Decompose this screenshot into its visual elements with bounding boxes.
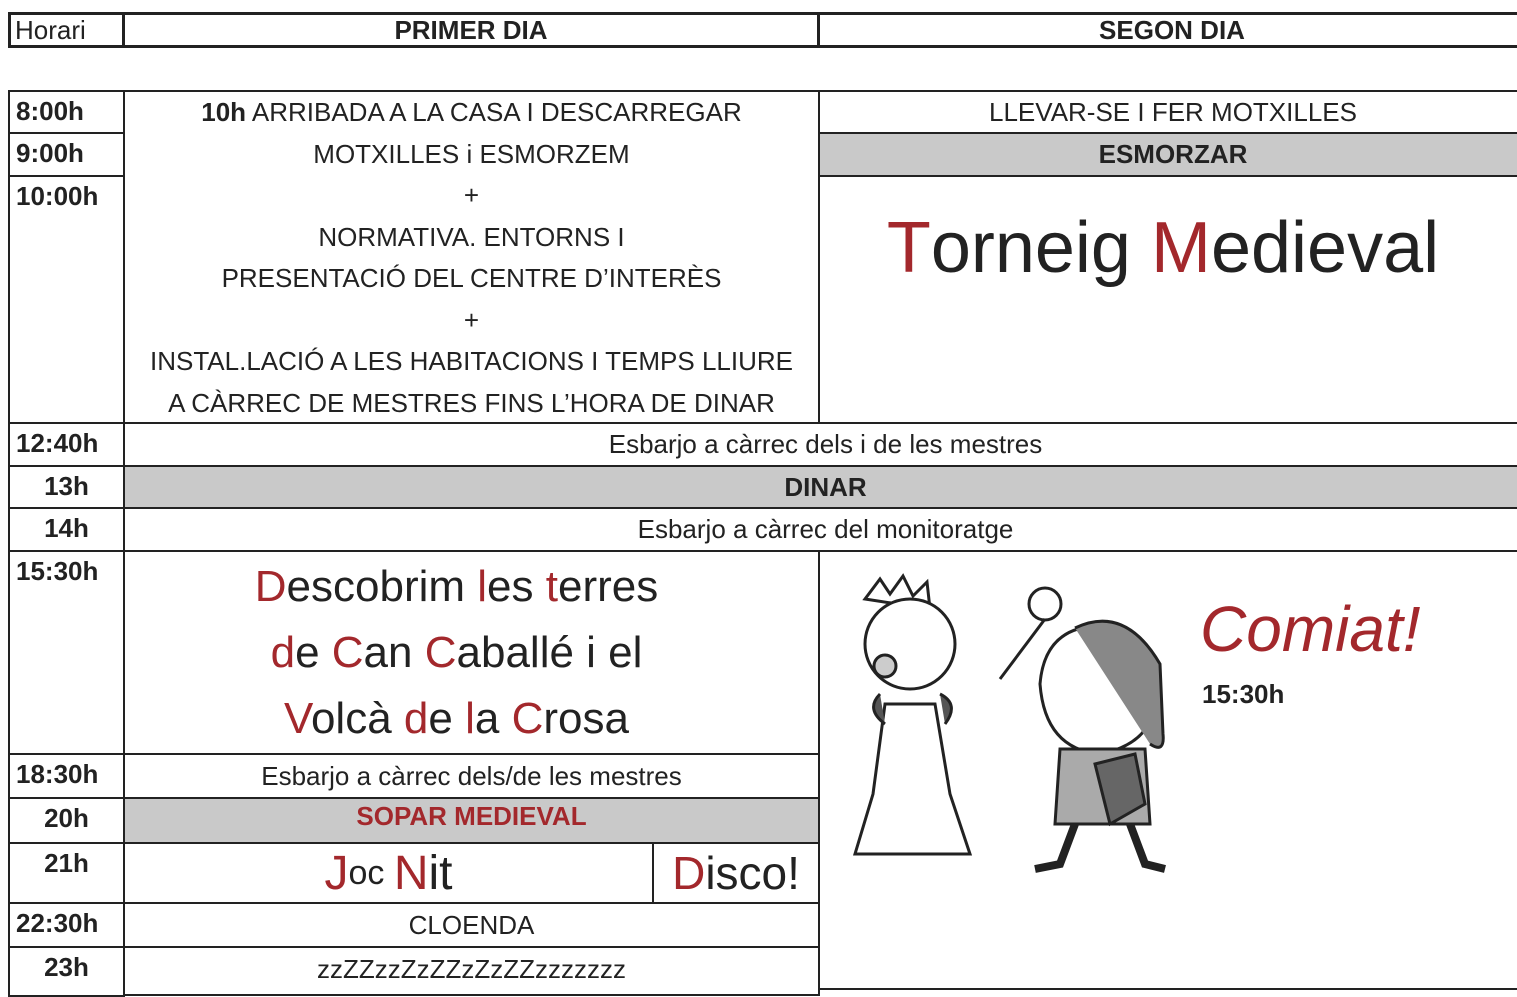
time-cell: 12:40h xyxy=(8,422,125,467)
break-cell: Esbarjo a càrrec dels/de les mestres xyxy=(123,753,820,799)
text: oc xyxy=(348,853,394,892)
text: es xyxy=(487,562,546,611)
closing-cell: CLOENDA xyxy=(123,902,820,948)
arrival-line: A CÀRREC DE MESTRES FINS L’HORA DE DINAR xyxy=(168,387,775,418)
text: a xyxy=(474,694,512,743)
breakfast-cell: ESMORZAR xyxy=(818,132,1517,177)
text: e xyxy=(295,628,332,677)
title-text: orneig xyxy=(930,208,1151,288)
farewell-time: 15:30h xyxy=(1202,679,1285,709)
text: an xyxy=(363,628,425,677)
lunch-cell: DINAR xyxy=(123,465,1517,509)
accent-letter: T xyxy=(886,208,931,288)
accent-letter: C xyxy=(511,694,544,743)
break-cell: Esbarjo a càrrec del monitoratge xyxy=(123,507,1517,552)
accent-letter: D xyxy=(672,847,706,899)
text: escobrim xyxy=(286,562,478,611)
text: olcà xyxy=(310,694,404,743)
text: aballé i el xyxy=(456,628,643,677)
accent-letter: l xyxy=(465,694,475,743)
time-cell: 15:30h xyxy=(8,550,125,755)
accent-letter: D xyxy=(254,562,287,611)
accent-letter: M xyxy=(1150,208,1211,288)
time-cell: 18:30h xyxy=(8,753,125,799)
arrival-line: + xyxy=(463,180,480,210)
farewell-title: Comiat! xyxy=(1200,593,1421,665)
break-cell: Esbarjo a càrrec dels i de les mestres xyxy=(123,422,1517,467)
activity-line: Descobrim les terres xyxy=(125,554,818,620)
arrival-line: NORMATIVA. ENTORNS I xyxy=(318,221,625,252)
time-cell: 14h xyxy=(8,507,125,552)
header-time: Horari xyxy=(8,12,125,48)
accent-letter: t xyxy=(545,562,558,611)
sleep-cell: zzZZzzZzZZzZzZZzzzzzzz xyxy=(123,946,820,996)
arrival-line: INSTAL.LACIÓ A LES HABITACIONS I TEMPS L… xyxy=(150,346,793,376)
arrival-cell: 10h ARRIBADA A LA CASA I DESCARREGAR MOT… xyxy=(123,90,820,424)
accent-letter: V xyxy=(284,694,311,743)
accent-letter: d xyxy=(270,628,296,677)
activity-cell: Descobrim les terres de Can Caballé i el… xyxy=(123,550,820,755)
accent-letter: l xyxy=(477,562,488,611)
time-cell: 10:00h xyxy=(8,175,125,424)
accent-letter: N xyxy=(393,846,429,900)
activity-line: Volcà de la Crosa xyxy=(125,686,818,752)
text: erres xyxy=(557,562,659,611)
time-cell: 8:00h xyxy=(8,90,125,134)
arrival-line: PRESENTACIÓ DEL CENTRE D’INTERÈS xyxy=(221,263,722,293)
farewell-cell: Comiat! 15:30h xyxy=(818,550,1517,990)
arrival-text: ARRIBADA A LA CASA I DESCARREGAR xyxy=(251,97,742,127)
text: e xyxy=(428,694,466,743)
text: it xyxy=(428,846,453,900)
time-cell: 23h xyxy=(8,946,125,997)
accent-letter: J xyxy=(324,846,349,900)
arrival-line: 10h ARRIBADA A LA CASA I DESCARREGAR xyxy=(125,92,818,134)
time-cell: 13h xyxy=(8,465,125,509)
illustration xyxy=(852,573,1166,873)
text: rosa xyxy=(543,694,629,743)
accent-letter: C xyxy=(331,628,364,677)
arrival-time: 10h xyxy=(201,97,247,127)
time-cell: 20h xyxy=(8,797,125,844)
wake-cell: LLEVAR-SE I FER MOTXILLES xyxy=(818,90,1517,134)
activity-line: de Can Caballé i el xyxy=(125,620,818,686)
accent-letter: C xyxy=(424,628,457,677)
header-day2: SEGON DIA xyxy=(817,12,1517,48)
header-day1: PRIMER DIA xyxy=(122,12,820,48)
dinner-cell: SOPAR MEDIEVAL xyxy=(123,797,820,844)
title-text: edieval xyxy=(1210,208,1440,288)
time-cell: 21h xyxy=(8,842,125,904)
time-cell: 22:30h xyxy=(8,902,125,948)
time-cell: 9:00h xyxy=(8,132,125,177)
arrival-line: MOTXILLES i ESMORZEM xyxy=(313,138,630,169)
arrival-line: + xyxy=(463,304,480,335)
accent-letter: d xyxy=(403,694,429,743)
text: isco! xyxy=(705,847,800,899)
